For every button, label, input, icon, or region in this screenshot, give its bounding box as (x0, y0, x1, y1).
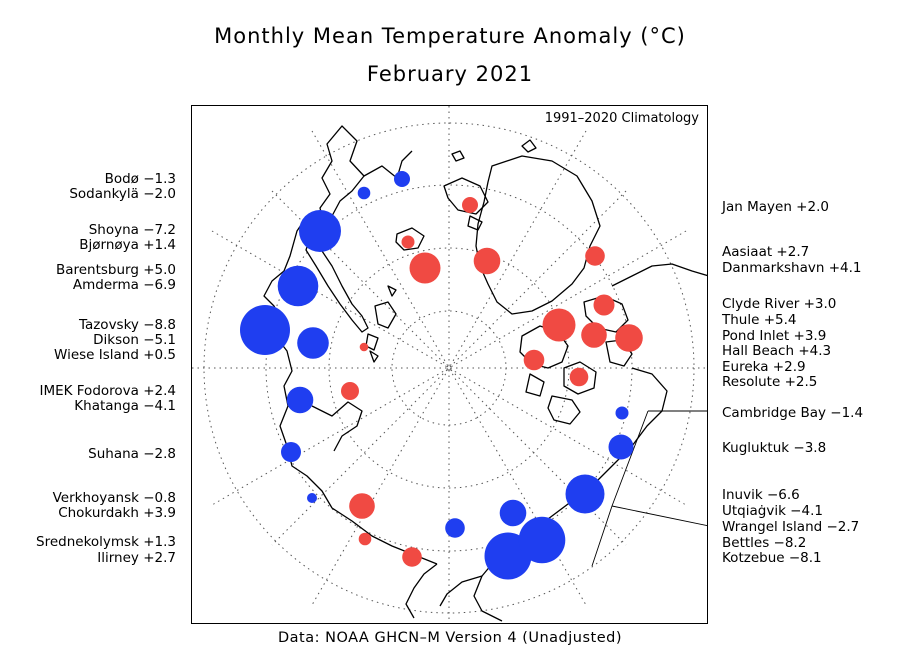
station-label: Utqiaġvik −4.1 (722, 503, 823, 519)
station-marker (499, 499, 527, 527)
station-label: Wrangel Island −2.7 (722, 519, 860, 535)
station-marker (581, 322, 607, 348)
data-source-footer: Data: NOAA GHCN–M Version 4 (Unadjusted) (277, 630, 622, 646)
station-label: Srednekolymsk +1.3 (36, 534, 176, 550)
station-label: Kotzebue −8.1 (722, 550, 822, 566)
station-marker (401, 235, 415, 249)
station-label: Clyde River +3.0 (722, 296, 837, 312)
station-label: Danmarkshavn +4.1 (722, 260, 862, 276)
station-label: Chokurdakh +3.9 (58, 505, 176, 521)
station-label: Bodø −1.3 (104, 171, 176, 187)
station-marker (518, 516, 566, 564)
station-label: Barentsburg +5.0 (55, 262, 176, 278)
station-marker (297, 327, 329, 359)
station-label: Pond Inlet +3.9 (722, 328, 827, 344)
station-marker (307, 493, 317, 503)
station-marker (473, 247, 501, 275)
station-marker (542, 308, 576, 342)
station-label: Wiese Island +0.5 (54, 347, 176, 363)
station-marker (615, 406, 629, 420)
station-marker (299, 210, 341, 252)
station-marker (462, 197, 478, 213)
station-marker (277, 265, 319, 307)
station-label: Eureka +2.9 (722, 359, 806, 375)
station-marker (593, 294, 615, 316)
station-label: Resolute +2.5 (722, 374, 818, 390)
station-label: Hall Beach +4.3 (722, 343, 832, 359)
station-label: Dikson −5.1 (93, 332, 176, 348)
station-marker (608, 434, 634, 460)
station-label: Ilirney +2.7 (97, 550, 176, 566)
station-label: Bettles −8.2 (722, 535, 807, 551)
station-marker (286, 386, 314, 414)
station-label: Inuvik −6.6 (722, 487, 800, 503)
station-label: Shoyna −7.2 (88, 222, 176, 238)
station-marker (523, 349, 545, 371)
station-marker (357, 186, 371, 200)
station-label: Bjørnøya +1.4 (79, 237, 176, 253)
polar-map-canvas (192, 106, 707, 623)
station-label: Verkhoyansk −0.8 (52, 490, 176, 506)
station-marker (358, 532, 372, 546)
station-marker (569, 367, 589, 387)
chart-subtitle: February 2021 (366, 62, 534, 86)
station-label: Aasiaat +2.7 (722, 244, 810, 260)
station-marker (565, 474, 605, 514)
station-marker (402, 547, 422, 567)
station-marker (445, 518, 465, 538)
station-marker (341, 382, 359, 400)
polar-map: 1991–2020 Climatology (191, 105, 708, 624)
station-label: Thule +5.4 (722, 312, 797, 328)
station-marker (409, 252, 441, 284)
station-label: IMEK Fodorova +2.4 (39, 383, 176, 399)
station-label: Suhana −2.8 (88, 446, 176, 462)
station-label: Kugluktuk −3.8 (722, 440, 827, 456)
station-marker (394, 171, 410, 187)
station-label: Amderma −6.9 (72, 277, 176, 293)
station-marker (349, 493, 375, 519)
station-label: Khatanga −4.1 (74, 398, 176, 414)
station-label: Jan Mayen +2.0 (722, 199, 829, 215)
chart-title: Monthly Mean Temperature Anomaly (°C) (214, 24, 686, 48)
station-marker (281, 442, 301, 462)
station-marker (240, 305, 290, 355)
station-marker (359, 342, 369, 352)
station-label: Sodankylä −2.0 (69, 186, 176, 202)
station-marker (585, 246, 605, 266)
station-label: Cambridge Bay −1.4 (722, 405, 864, 421)
station-label: Tazovsky −8.8 (78, 317, 176, 333)
station-marker (615, 324, 643, 352)
climatology-note: 1991–2020 Climatology (544, 111, 699, 126)
